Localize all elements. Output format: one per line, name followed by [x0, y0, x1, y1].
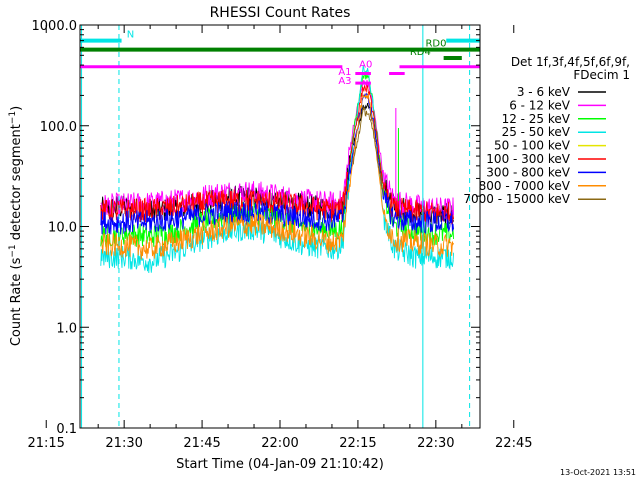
legend-label-3-6-kev: 3 - 6 keV [517, 85, 571, 99]
legend: Det 1f,3f,4f,5f,6f,9f, FDecim 1 3 - 6 ke… [463, 55, 630, 206]
x-tick-label: 22:15 [339, 436, 376, 451]
chart-title: RHESSI Count Rates [210, 5, 351, 21]
legend-label-100-300-kev: 100 - 300 keV [486, 152, 570, 166]
legend-label-6-12-kev: 6 - 12 keV [509, 98, 571, 112]
flag-label-rd0: RD0 [425, 39, 446, 50]
y-axis-ticks: 1000.0 100.0 10.0 1.0 0.1 [32, 19, 480, 437]
y-tick-label: 1000.0 [32, 19, 78, 34]
series-line-300-800-kev [100, 92, 455, 235]
y-tick-label: 100.0 [40, 120, 77, 135]
legend-label-7000-15000-kev: 7000 - 15000 keV [463, 192, 570, 206]
x-axis-ticks: 21:15 21:30 21:45 22:00 22:15 22:30 22:45 [27, 25, 533, 451]
series-7000-15000-kev [352, 106, 384, 196]
legend-label-800-7000-kev: 800 - 7000 keV [479, 179, 571, 193]
legend-label-25-50-kev: 25 - 50 keV [502, 125, 571, 139]
y-tick-label: 10.0 [48, 221, 77, 236]
x-tick-label: 21:30 [105, 436, 142, 451]
x-tick-label: 22:00 [261, 436, 298, 451]
legend-label-12-25-kev: 12 - 25 keV [502, 112, 571, 126]
x-tick-label: 21:45 [183, 436, 220, 451]
series-800-7000-kev [100, 93, 454, 260]
flag-label-rd4: RD4 [410, 47, 431, 58]
y-tick-label: 1.0 [56, 321, 77, 336]
timestamp: 13-Oct-2021 13:51 [560, 468, 636, 477]
plot-data-layer [100, 65, 455, 274]
attenuator-label-a1: A1 [338, 67, 351, 78]
attenuator-label-a0: A0 [359, 59, 372, 70]
series-300-800-kev [100, 92, 455, 235]
y-axis-label: Count Rate (s−1 detector segment−1) [8, 106, 24, 346]
y-tick-label: 0.1 [56, 422, 77, 437]
attenuator-label-a3: A3 [338, 76, 351, 87]
flag-label-n: N [127, 30, 134, 41]
legend-label-50-100-kev: 50 - 100 keV [494, 139, 571, 153]
x-tick-label: 22:45 [495, 436, 532, 451]
x-axis-label: Start Time (04-Jan-09 21:10:42) [176, 457, 384, 472]
x-tick-label: 22:30 [417, 436, 454, 451]
series-line-800-7000-kev [100, 93, 454, 260]
legend-header-detectors: Det 1f,3f,4f,5f,6f,9f, [511, 55, 630, 69]
series-line-7000-15000-kev [352, 106, 384, 196]
x-tick-label: 21:15 [27, 436, 64, 451]
legend-header-decimation: FDecim 1 [573, 68, 630, 82]
legend-label-300-800-kev: 300 - 800 keV [486, 165, 570, 179]
